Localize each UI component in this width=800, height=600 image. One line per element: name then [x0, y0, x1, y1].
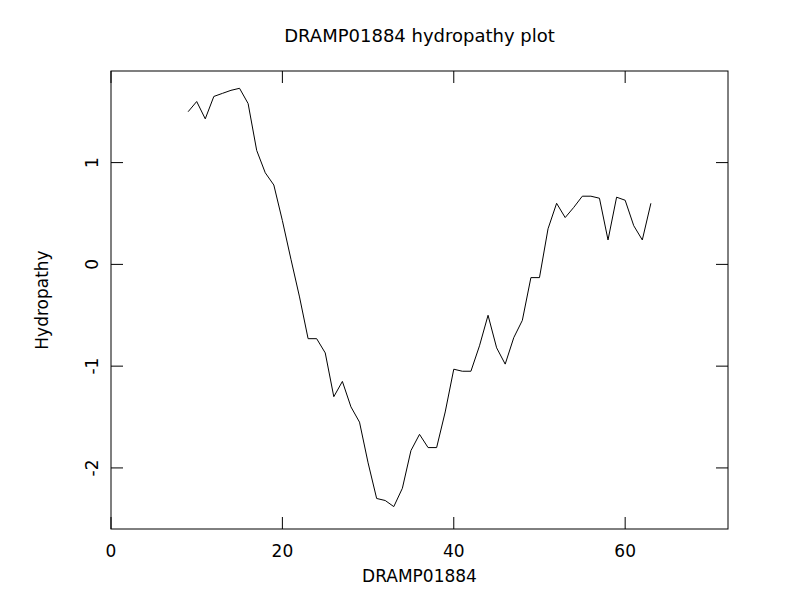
plot-area — [188, 88, 651, 506]
x-tick — [625, 71, 626, 83]
y-tick — [111, 467, 123, 468]
x-axis-label: DRAMP01884 — [362, 566, 477, 586]
x-tick-label: 20 — [272, 541, 294, 561]
y-tick — [716, 162, 728, 163]
line-series — [188, 88, 651, 506]
y-tick — [716, 264, 728, 265]
x-tick-label: 40 — [443, 541, 465, 561]
title: DRAMP01884 hydropathy plot — [284, 25, 555, 46]
x-tick — [453, 517, 454, 529]
y-tick-label: 0 — [82, 259, 102, 270]
y-axis-label: Hydropathy — [32, 250, 52, 349]
y-tick — [111, 366, 123, 367]
chart: DRAMP01884 hydropathy plot DRAMP01884 Hydr… — [0, 0, 800, 600]
y-tick-label: -1 — [82, 358, 102, 375]
y-tick — [716, 467, 728, 468]
y-tick-label: -2 — [82, 459, 102, 476]
x-tick — [282, 71, 283, 83]
x-tick — [111, 517, 112, 529]
x-tick — [282, 517, 283, 529]
plot-frame — [111, 71, 728, 529]
x-tick — [453, 71, 454, 83]
y-tick-label: 1 — [82, 157, 102, 168]
x-tick-label: 60 — [614, 541, 636, 561]
x-tick — [625, 517, 626, 529]
y-tick — [111, 162, 123, 163]
x-tick — [111, 71, 112, 83]
y-tick — [716, 366, 728, 367]
x-tick-label: 0 — [106, 541, 117, 561]
y-tick — [111, 264, 123, 265]
